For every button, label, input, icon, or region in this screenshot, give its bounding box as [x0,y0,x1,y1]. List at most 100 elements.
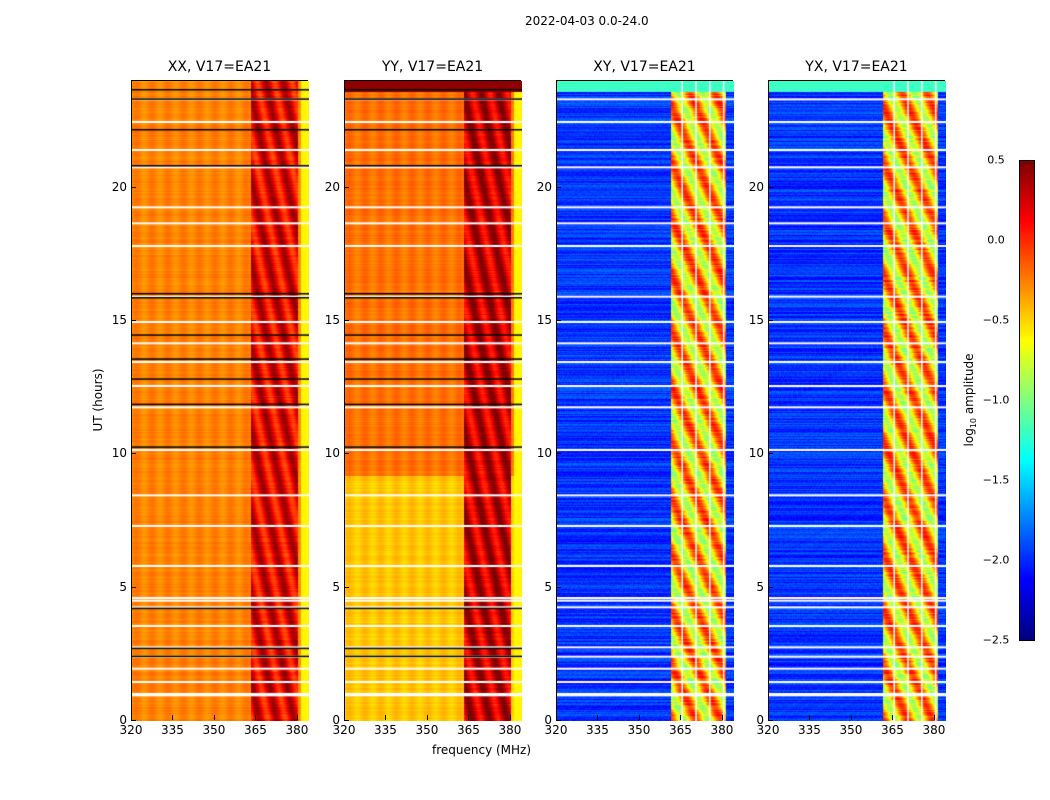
y-tick [344,186,349,188]
x-tick [933,715,935,720]
x-tick [509,715,511,720]
y-tick-label: 10 [111,446,127,461]
colorbar-label: log10 amplitude [962,354,978,447]
y-tick [556,320,561,321]
y-tick-label: 0 [332,713,340,727]
y-tick [131,720,136,721]
y-tick-label: 10 [748,446,764,461]
x-tick-label: 350 [839,723,863,737]
y-tick [556,720,561,721]
figure-title: 2022-04-03 0.0-24.0 [525,14,649,28]
x-tick [385,715,387,720]
y-tick-label: 20 [748,179,764,194]
y-tick [768,720,773,721]
x-tick-label: 335 [161,723,184,737]
panel-title: YX, V17=EA21 [805,59,908,75]
y-tick-label: 5 [119,579,127,594]
x-tick-label: 350 [415,723,439,737]
y-tick-label: 20 [324,179,340,194]
x-tick [213,715,215,720]
x-tick [721,715,723,720]
x-tick [426,715,428,720]
x-tick-label: 365 [457,723,480,737]
y-tick [768,453,773,455]
y-tick-label: 20 [536,179,552,194]
heatmap-image [345,81,522,721]
x-tick-label: 335 [586,723,609,737]
y-tick-label: 15 [111,313,127,327]
colorbar-tick-label: −2.5 [982,633,1010,647]
panel-title: YY, V17=EA21 [381,59,484,75]
x-tick-label: 320 [332,723,356,737]
y-tick-label: 5 [544,579,552,594]
y-tick [131,586,136,588]
x-tick [556,715,557,720]
colorbar-label-rest: amplitude [961,353,976,418]
heatmap-image [132,81,309,721]
x-tick-label: 335 [374,723,397,737]
y-tick-label: 0 [756,713,764,727]
x-tick [892,715,894,720]
x-tick [131,715,132,720]
heatmap-panel-yy [344,80,522,721]
y-tick-label: 0 [119,713,127,727]
heatmap-image [769,81,946,721]
x-tick-label: 320 [756,723,780,737]
x-tick-label: 380 [922,723,946,737]
heatmap-image [557,81,734,721]
heatmap-panel-xy [556,80,734,721]
y-tick-label: 20 [111,179,127,194]
x-tick-label: 380 [285,723,309,737]
y-tick [131,453,136,455]
y-axis-label: UT (hours) [91,368,105,432]
y-tick [556,453,561,455]
y-tick [344,453,349,455]
x-tick [344,715,345,720]
y-tick-label: 0 [544,713,552,727]
colorbar-tick-label: −1.0 [982,393,1010,407]
x-tick [768,715,769,720]
x-tick-label: 320 [119,723,143,737]
x-tick-label: 365 [881,723,904,737]
heatmap-panel-xx [131,80,309,721]
x-tick [638,715,640,720]
y-tick [768,186,773,188]
x-tick [680,715,682,720]
colorbar-tick-label: −0.5 [982,313,1010,327]
x-tick [850,715,852,720]
x-tick-label: 365 [669,723,692,737]
y-tick [344,586,349,588]
x-tick [296,715,298,720]
y-tick [131,320,136,321]
y-tick [768,320,773,321]
y-tick [556,586,561,588]
x-tick [597,715,599,720]
colorbar-label-sub: 10 [969,417,979,429]
colorbar-gradient [1020,161,1034,640]
y-tick-label: 15 [748,313,764,327]
x-tick [172,715,174,720]
colorbar-label-log: log [961,428,976,447]
colorbar-tick-label: −1.5 [982,473,1010,487]
y-tick-label: 15 [536,313,552,327]
x-tick-label: 365 [244,723,267,737]
x-tick [809,715,811,720]
x-tick-label: 380 [710,723,734,737]
x-tick [255,715,257,720]
y-tick [344,720,349,721]
panel-title: XY, V17=EA21 [593,59,696,75]
heatmap-panel-yx [768,80,946,721]
colorbar [1019,160,1035,641]
y-tick [768,586,773,588]
x-axis-label: frequency (MHz) [432,743,532,757]
x-tick-label: 320 [544,723,568,737]
y-tick [556,186,561,188]
x-tick-label: 380 [498,723,522,737]
y-tick-label: 15 [324,313,340,327]
x-tick-label: 350 [202,723,226,737]
y-tick-label: 5 [756,579,764,594]
y-tick [344,320,349,321]
colorbar-tick-label: −2.0 [982,553,1010,567]
x-tick-label: 350 [627,723,651,737]
